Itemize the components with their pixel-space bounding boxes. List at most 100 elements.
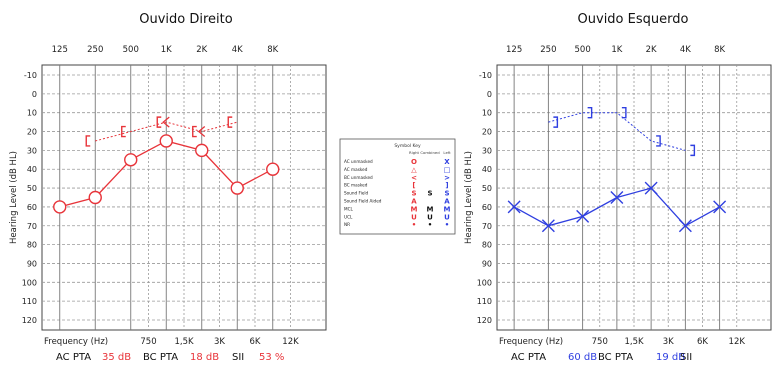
y-tick-label: 40 bbox=[27, 165, 37, 174]
stat-label: AC PTA bbox=[56, 352, 91, 363]
y-tick-label: 100 bbox=[22, 278, 37, 287]
series-line bbox=[548, 112, 686, 151]
x-tick-label-top: 1K bbox=[161, 45, 172, 55]
stat-label: SII bbox=[232, 352, 244, 363]
y-tick-label: 100 bbox=[477, 278, 492, 287]
chart-title: Ouvido Direito bbox=[139, 12, 233, 27]
legend-symbol-combined: S bbox=[427, 190, 432, 198]
legend-row-label: BC unmasked bbox=[344, 175, 373, 180]
legend-symbol-right: O bbox=[411, 158, 417, 166]
y-tick-label: 120 bbox=[477, 316, 492, 325]
y-tick-label: 110 bbox=[477, 297, 492, 306]
data-point-bracket bbox=[587, 106, 593, 119]
legend-symbol-right: M bbox=[411, 205, 418, 213]
legend-column-header: Left bbox=[443, 150, 451, 155]
legend-symbol-left: □ bbox=[444, 166, 451, 174]
data-point-bracket bbox=[690, 144, 696, 157]
data-point-bracket bbox=[156, 116, 162, 128]
legend-symbol-combined: U bbox=[427, 213, 433, 221]
legend-symbol-right: △ bbox=[411, 166, 417, 174]
x-tick-label-top: 2K bbox=[196, 45, 207, 55]
y-tick-label: 50 bbox=[27, 184, 37, 193]
legend-symbol-right: U bbox=[411, 213, 417, 221]
y-tick-label: 20 bbox=[482, 128, 492, 137]
x-tick-label-bottom: 12K bbox=[729, 337, 746, 347]
stat-value: 53 % bbox=[259, 352, 284, 363]
y-tick-label: 60 bbox=[482, 203, 492, 212]
x-tick-label-top: 125 bbox=[52, 45, 68, 55]
x-tick-label-bottom: 3K bbox=[663, 337, 674, 347]
y-tick-label: 30 bbox=[482, 146, 492, 155]
x-tick-label-bottom: 1,5K bbox=[624, 337, 644, 347]
x-tick-label-top: 125 bbox=[506, 45, 522, 55]
y-tick-label: 90 bbox=[27, 259, 37, 268]
data-point-bracket bbox=[192, 125, 197, 138]
chart-title: Ouvido Esquerdo bbox=[578, 12, 689, 27]
x-tick-label-top: 4K bbox=[680, 45, 691, 55]
data-point-bracket bbox=[85, 135, 91, 147]
y-tick-label: 120 bbox=[22, 316, 37, 325]
stat-label: BC PTA bbox=[598, 352, 633, 363]
legend-symbol-right: [ bbox=[412, 182, 415, 190]
x-tick-label-bottom: 6K bbox=[250, 337, 261, 347]
data-point-chevron bbox=[197, 126, 206, 138]
y-tick-label: 80 bbox=[482, 241, 492, 250]
y-axis-label: Hearing Level (dB HL) bbox=[9, 151, 19, 244]
data-point-circle bbox=[195, 143, 209, 158]
x-tick-label-bottom: 12K bbox=[282, 337, 299, 347]
legend-row-label: UCL bbox=[344, 214, 353, 219]
data-point-circle bbox=[88, 190, 102, 205]
x-tick-label-top: 4K bbox=[232, 45, 243, 55]
data-point-bracket bbox=[656, 135, 661, 147]
legend-row-label: AC unmasked bbox=[344, 159, 373, 164]
data-point-circle bbox=[230, 181, 244, 195]
y-tick-label: 10 bbox=[27, 109, 37, 118]
right-ear-audiogram: Ouvido Direito -10 0 10 20 30 40 50 60 70 80 90 100 1… bbox=[9, 12, 327, 363]
legend-column-header: Right bbox=[409, 150, 420, 155]
legend-row-label: MCL bbox=[344, 206, 354, 211]
series-line bbox=[95, 121, 238, 142]
x-tick-label-top: 1K bbox=[611, 45, 622, 55]
stat-value: 35 dB bbox=[102, 352, 131, 363]
y-tick-label: 90 bbox=[482, 259, 492, 268]
y-tick-label: 70 bbox=[482, 222, 492, 231]
x-tick-label-bottom: 1,5K bbox=[174, 337, 194, 347]
stat-label: AC PTA bbox=[511, 352, 546, 363]
legend-row-label: AC masked bbox=[344, 167, 368, 172]
legend-symbol-left: ] bbox=[445, 182, 448, 190]
legend-symbol-right: • bbox=[412, 221, 416, 229]
x-tick-label-bottom: 750 bbox=[592, 337, 608, 347]
legend-symbol-left: • bbox=[445, 221, 449, 229]
data-point-cross bbox=[507, 200, 521, 214]
left-ear-audiogram: Ouvido Esquerdo -10 0 10 20 30 40 50 60 70 80 90 100… bbox=[464, 12, 772, 363]
data-point-circle bbox=[53, 200, 67, 214]
data-point-cross bbox=[541, 219, 555, 233]
legend-symbol-right: A bbox=[411, 198, 417, 206]
y-tick-label: -10 bbox=[479, 71, 492, 80]
x-tick-label-top: 250 bbox=[540, 45, 556, 55]
x-tick-label-top: 2K bbox=[646, 45, 657, 55]
data-point-cross bbox=[610, 191, 624, 204]
legend-row-label: Sound Field Aided bbox=[344, 199, 382, 204]
stat-value: 19 dB bbox=[656, 352, 685, 363]
stat-label: BC PTA bbox=[143, 352, 178, 363]
y-tick-label: 60 bbox=[27, 203, 37, 212]
x-axis-label: Frequency (Hz) bbox=[44, 337, 108, 347]
legend-symbol-left: S bbox=[444, 190, 449, 198]
legend-column-header: Combined bbox=[420, 150, 440, 155]
data-point-bracket bbox=[553, 116, 559, 128]
legend-symbol-left: M bbox=[444, 205, 451, 213]
data-point-cross bbox=[713, 200, 727, 214]
legend-symbol-right: S bbox=[411, 190, 416, 198]
y-tick-label: 10 bbox=[482, 109, 492, 118]
x-tick-label-top: 8K bbox=[714, 45, 725, 55]
data-point-bracket bbox=[121, 125, 126, 138]
legend-symbol-right: < bbox=[411, 174, 417, 182]
x-tick-label-top: 500 bbox=[123, 45, 139, 55]
y-tick-label: -10 bbox=[24, 71, 37, 80]
legend-title: Symbol Key bbox=[394, 143, 421, 149]
data-point-chevron bbox=[162, 116, 170, 128]
x-tick-label-top: 500 bbox=[575, 45, 591, 55]
stat-label: SII bbox=[680, 352, 692, 363]
